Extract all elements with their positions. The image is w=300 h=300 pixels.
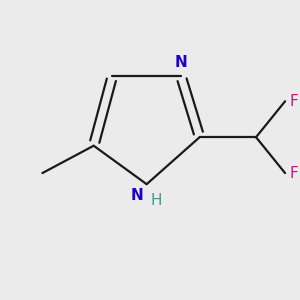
Text: H: H: [150, 193, 162, 208]
Text: N: N: [175, 55, 187, 70]
Text: N: N: [130, 188, 143, 202]
Text: F: F: [289, 94, 298, 109]
Text: F: F: [289, 166, 298, 181]
